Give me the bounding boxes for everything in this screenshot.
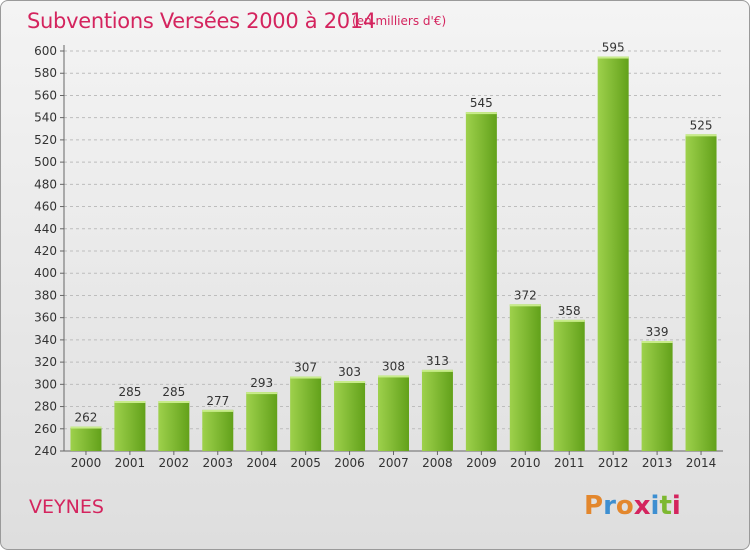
x-tick-label-2005: 2005 [290,456,321,470]
y-tick-label: 260 [34,422,57,436]
value-label-2004: 293 [250,376,273,390]
x-tick-label-2004: 2004 [246,456,277,470]
value-label-2003: 277 [206,394,229,408]
bar-highlight [685,134,717,137]
value-label-2009: 545 [470,96,493,110]
logo-letter: P [584,491,604,521]
logo-letter: t [659,491,672,521]
bar-2007[interactable] [378,375,409,451]
chart-subtitle: (en milliers d'€) [352,14,447,28]
y-tick-label: 300 [34,377,57,391]
bar-2012[interactable] [597,56,629,452]
labels: 262 285 285 277 293 307 303 308 313 545 372 358 595 3… [75,41,713,425]
bar-2014[interactable] [685,134,717,452]
bar-2001[interactable] [114,401,146,451]
x-tick-label-2008: 2008 [422,456,453,470]
bar-highlight [334,381,366,383]
bar-2010[interactable] [509,304,541,451]
logo-letter: i [650,491,660,521]
x-tick-label-2009: 2009 [466,456,497,470]
y-tick-label: 240 [34,444,57,458]
value-label-2007: 308 [382,359,405,373]
bar-highlight [202,409,234,412]
y-tick-label: 480 [34,177,57,191]
y-tick-label: 280 [34,400,57,414]
x-tick-label-2006: 2006 [334,456,365,470]
bar-highlight [246,392,278,395]
bar-highlight [641,341,673,343]
y-tick-label: 580 [34,66,57,80]
y-tick-label: 560 [34,88,57,102]
value-label-2013: 339 [646,325,669,339]
y-tick-label: 500 [34,155,57,169]
y-tick-label: 540 [34,111,57,125]
x-tick-label-2012: 2012 [598,456,629,470]
x-tick-label-2013: 2013 [642,456,673,470]
x-tick-label-2010: 2010 [510,456,541,470]
commune-name: VEYNES [29,496,104,518]
x-tick-label-2002: 2002 [159,456,190,470]
value-label-2001: 285 [118,385,141,399]
bar-2006[interactable] [334,381,366,451]
logo-letter: r [603,491,616,521]
axes: 240 260 280 300 320 340 360 380 400 420 440 460 480 5… [34,44,723,470]
bar-highlight [509,304,541,307]
y-tick-label: 460 [34,200,57,214]
y-tick-label: 600 [34,44,57,58]
y-tick-label: 380 [34,288,57,302]
bar-2008[interactable] [421,369,453,451]
value-label-2011: 358 [558,304,581,318]
y-tick-label: 320 [34,355,57,369]
x-tick-label-2003: 2003 [202,456,233,470]
bar-highlight [114,401,146,403]
value-label-2006: 303 [338,365,361,379]
logo-letter: x [633,491,651,521]
y-tick-label: 340 [34,333,57,347]
proxiti-logo[interactable]: Proxiti [584,491,681,521]
y-tick-label: 360 [34,311,57,325]
value-label-2002: 285 [162,385,185,399]
x-tick-label-2001: 2001 [115,456,146,470]
y-tick-label: 400 [34,266,57,280]
bar-highlight [553,319,585,322]
bar-highlight [158,401,190,403]
logo-letter: i [671,491,681,521]
bar-2004[interactable] [246,392,278,451]
bars [70,56,717,452]
x-tick-label-2007: 2007 [378,456,409,470]
bar-2003[interactable] [202,409,234,451]
logo-letter: o [615,491,634,521]
y-tick-label: 520 [34,133,57,147]
value-label-2010: 372 [514,288,537,302]
bar-highlight [70,426,102,429]
bar-highlight [290,376,322,379]
x-tick-label-2011: 2011 [554,456,585,470]
bar-highlight [421,369,453,372]
bar-highlight [465,112,497,115]
value-label-2014: 525 [690,118,713,132]
y-tick-label: 440 [34,222,57,236]
x-tick-label-2000: 2000 [71,456,102,470]
bar-2000[interactable] [70,426,102,451]
bar-2002[interactable] [158,401,190,451]
chart-title: Subventions Versées 2000 à 2014 [27,9,376,33]
bar-2011[interactable] [553,319,585,451]
value-label-2008: 313 [426,354,449,368]
bar-highlight [597,56,629,59]
value-label-2005: 307 [294,361,317,375]
x-tick-label-2014: 2014 [686,456,717,470]
bar-2009[interactable] [465,112,497,451]
bar-highlight [378,375,409,378]
bar-2013[interactable] [641,341,673,451]
value-label-2000: 262 [75,411,98,425]
y-tick-label: 420 [34,244,57,258]
value-label-2012: 595 [602,41,625,55]
bar-2005[interactable] [290,376,322,451]
